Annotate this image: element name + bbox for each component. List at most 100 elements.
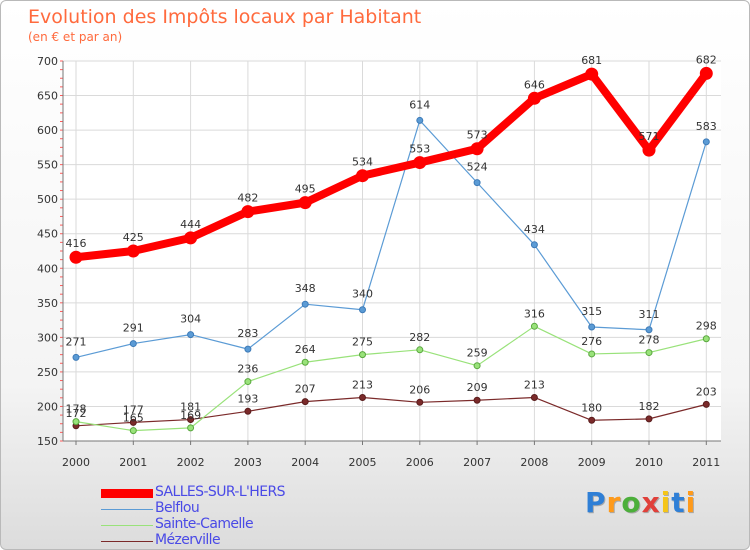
data-label: 236 — [237, 363, 258, 376]
legend-label: Mézerville — [155, 532, 221, 548]
series-point-3 — [473, 396, 481, 404]
data-label: 206 — [409, 383, 430, 396]
x-tick-label: 2006 — [406, 456, 434, 469]
series-point-1 — [702, 138, 710, 146]
chart-title: Evolution des Impôts locaux par Habitant — [28, 6, 422, 28]
series-point-2 — [473, 362, 481, 370]
data-label: 177 — [123, 403, 144, 416]
legend-label: Belflou — [155, 500, 200, 516]
legend-swatch — [101, 508, 153, 510]
data-label: 264 — [295, 343, 316, 356]
series-point-2 — [416, 346, 424, 354]
series-line-0 — [72, 69, 711, 262]
data-label: 348 — [295, 282, 316, 295]
series-point-1 — [301, 300, 309, 308]
x-tick-label: 2010 — [635, 456, 663, 469]
series-point-2 — [187, 424, 195, 432]
data-label: 340 — [352, 288, 373, 301]
series-point-1 — [129, 340, 137, 348]
y-tick-label: 700 — [37, 55, 58, 68]
legend-label: SALLES-SUR-L'HERS — [155, 484, 285, 500]
series-point-3 — [588, 416, 596, 424]
series-point-0 — [184, 231, 198, 245]
y-tick-label: 450 — [37, 228, 58, 241]
series-point-2 — [359, 351, 366, 359]
chart-subtitle: (en € et par an) — [28, 30, 123, 44]
y-tick-label: 350 — [37, 297, 58, 310]
data-label: 614 — [409, 98, 430, 111]
data-label: 213 — [352, 378, 373, 391]
series-point-1 — [645, 326, 653, 334]
data-label: 259 — [467, 347, 488, 360]
series-point-3 — [530, 393, 538, 401]
series-point-3 — [359, 393, 366, 401]
x-tick-label: 2011 — [692, 456, 720, 469]
series-point-2 — [301, 358, 309, 366]
legend-swatch — [101, 540, 153, 542]
data-label: 444 — [180, 218, 201, 231]
data-label: 304 — [180, 313, 201, 326]
plot-area — [63, 61, 721, 441]
data-label: 278 — [639, 334, 660, 347]
series-point-2 — [72, 418, 80, 426]
series-point-0 — [470, 142, 484, 156]
data-label: 681 — [581, 54, 602, 67]
data-label: 434 — [524, 223, 545, 236]
proxiti-logo: Proxiti — [585, 486, 697, 519]
data-label: 172 — [66, 407, 87, 420]
series-point-1 — [530, 241, 538, 249]
data-label: 181 — [180, 401, 201, 414]
series-point-1 — [72, 353, 80, 361]
x-tick-label: 2001 — [119, 456, 147, 469]
series-point-3 — [702, 400, 710, 408]
series-point-3 — [187, 416, 195, 424]
data-label: 316 — [524, 307, 545, 320]
data-label: 315 — [581, 305, 602, 318]
data-label: 169 — [180, 409, 201, 422]
series-point-0 — [241, 205, 255, 219]
x-tick-label: 2008 — [520, 456, 548, 469]
legend-swatch — [101, 488, 153, 498]
x-tick-label: 2002 — [177, 456, 205, 469]
data-label: 646 — [524, 78, 545, 91]
data-label: 213 — [524, 378, 545, 391]
x-tick-label: 2000 — [62, 456, 90, 469]
series-point-1 — [416, 116, 424, 124]
series-point-0 — [585, 67, 599, 81]
data-label: 276 — [581, 335, 602, 348]
y-tick-label: 200 — [37, 400, 58, 413]
series-point-0 — [642, 143, 656, 157]
series-point-1 — [588, 323, 596, 331]
data-label: 583 — [696, 120, 717, 133]
x-tick-label: 2005 — [349, 456, 377, 469]
series-point-2 — [129, 427, 137, 435]
x-tick-label: 2003 — [234, 456, 262, 469]
data-label: 291 — [123, 322, 144, 335]
data-label: 283 — [237, 327, 258, 340]
series-line-2 — [75, 325, 707, 432]
series-point-2 — [530, 322, 538, 330]
series-point-3 — [645, 415, 653, 423]
series-point-2 — [244, 378, 252, 386]
series-point-3 — [416, 398, 424, 406]
data-label: 203 — [696, 385, 717, 398]
data-label: 275 — [352, 336, 373, 349]
y-tick-label: 600 — [37, 124, 58, 137]
y-tick-label: 250 — [37, 366, 58, 379]
data-label: 209 — [467, 381, 488, 394]
series-point-0 — [69, 250, 83, 264]
series-point-3 — [244, 407, 252, 415]
data-label: 682 — [696, 53, 717, 66]
series-line-1 — [75, 119, 707, 358]
data-label: 193 — [237, 392, 258, 405]
data-label: 573 — [467, 129, 488, 142]
data-label: 425 — [123, 231, 144, 244]
series-point-3 — [301, 398, 309, 406]
series-point-0 — [413, 156, 427, 170]
data-label: 178 — [66, 403, 87, 416]
data-label: 482 — [237, 192, 258, 205]
series-point-2 — [645, 349, 653, 357]
y-tick-label: 300 — [37, 331, 58, 344]
